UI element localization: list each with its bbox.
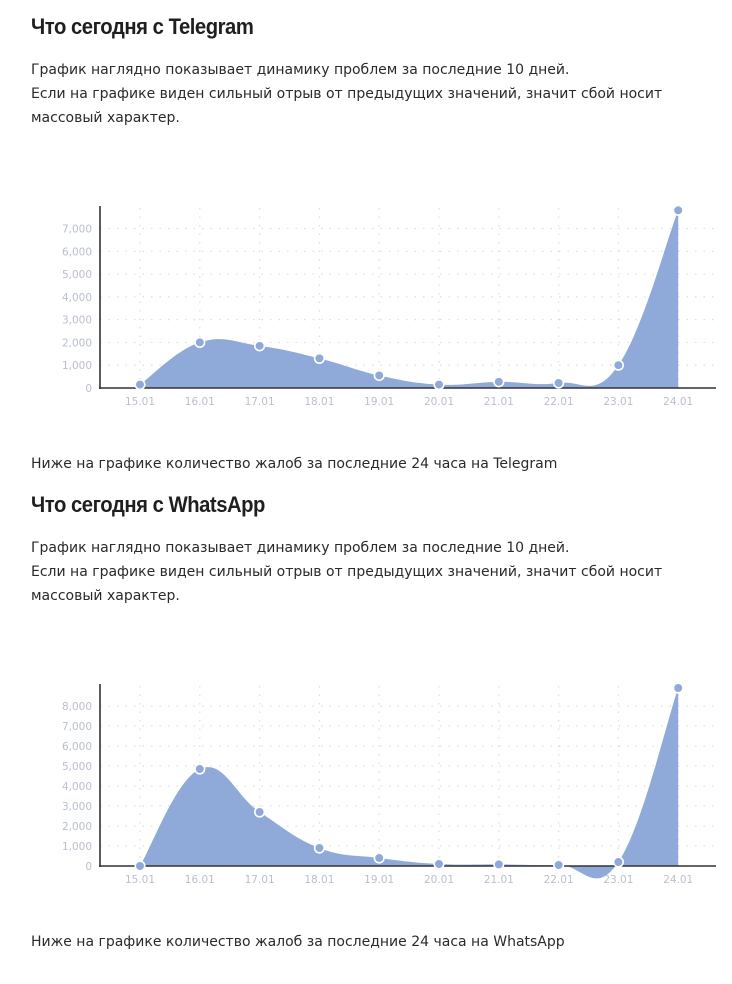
data-point[interactable] (552, 377, 565, 389)
data-point[interactable] (134, 860, 146, 872)
data-point[interactable] (493, 376, 505, 388)
section-description: График наглядно показывает динамику проб… (31, 58, 711, 130)
x-tick-label: 20.01 (424, 874, 454, 886)
description-line-2: Если на графике виден сильный отрыв от п… (31, 564, 663, 604)
section-description: График наглядно показывает динамику проб… (31, 536, 711, 608)
y-tick-label: 5,000 (62, 269, 92, 281)
y-tick-label: 3,000 (62, 801, 92, 813)
data-point[interactable] (373, 369, 385, 382)
whatsapp-chart: 0 1,000 2,000 3,000 4,000 5,000 6,000 7,000 8,00… (62, 682, 716, 886)
description-line-1: График наглядно показывает динамику проб… (31, 540, 570, 556)
x-tick-label: 17.01 (245, 874, 275, 886)
data-point[interactable] (672, 682, 684, 694)
x-tick-label: 15.01 (125, 396, 155, 408)
data-point[interactable] (433, 378, 445, 391)
x-tick-label: 20.01 (424, 396, 454, 408)
y-tick-label: 3,000 (62, 315, 92, 327)
y-tick-label: 4,000 (62, 292, 92, 304)
data-point[interactable] (134, 378, 146, 391)
x-tick-label: 24.01 (663, 874, 693, 886)
y-tick-label: 6,000 (62, 741, 92, 753)
data-point[interactable] (612, 856, 625, 868)
data-point[interactable] (194, 763, 206, 775)
x-tick-label: 23.01 (603, 874, 633, 886)
x-tick-label: 22.01 (544, 874, 574, 886)
series-area (140, 210, 679, 388)
x-tick-label: 18.01 (304, 874, 334, 886)
y-tick-label: 1,000 (62, 841, 92, 853)
section-note: Ниже на графике количество жалоб за посл… (31, 456, 558, 472)
data-point[interactable] (493, 858, 505, 870)
y-tick-label: 8,000 (62, 701, 92, 713)
y-tick-label: 6,000 (62, 246, 92, 258)
y-tick-label: 0 (85, 383, 92, 395)
data-point[interactable] (313, 352, 326, 364)
y-tick-label: 2,000 (62, 821, 92, 833)
y-tick-label: 2,000 (62, 337, 92, 349)
data-point[interactable] (254, 806, 266, 818)
data-point[interactable] (552, 859, 565, 871)
data-point[interactable] (373, 852, 385, 864)
x-tick-label: 15.01 (125, 874, 155, 886)
data-point[interactable] (672, 204, 684, 216)
y-tick-label: 4,000 (62, 781, 92, 793)
data-point[interactable] (254, 340, 266, 352)
x-tick-label: 19.01 (364, 874, 394, 886)
section-title: Что сегодня с Telegram (31, 14, 254, 39)
y-tick-label: 0 (85, 861, 92, 873)
x-tick-label: 21.01 (484, 396, 514, 408)
data-point[interactable] (194, 336, 206, 349)
y-tick-label: 1,000 (62, 360, 92, 372)
data-point[interactable] (433, 858, 445, 870)
x-tick-label: 21.01 (484, 874, 514, 886)
data-point[interactable] (612, 359, 625, 371)
x-tick-label: 24.01 (663, 396, 693, 408)
telegram-chart: 0 1,000 2,000 3,000 4,000 5,000 6,000 7,000 15.0… (62, 204, 716, 408)
y-tick-label: 7,000 (62, 721, 92, 733)
x-tick-label: 23.01 (603, 396, 633, 408)
x-tick-label: 19.01 (364, 396, 394, 408)
description-line-1: График наглядно показывает динамику проб… (31, 62, 570, 78)
section-note: Ниже на графике количество жалоб за посл… (31, 934, 565, 950)
y-tick-label: 5,000 (62, 761, 92, 773)
y-tick-label: 7,000 (62, 224, 92, 236)
x-tick-label: 18.01 (304, 396, 334, 408)
section-title: Что сегодня с WhatsApp (31, 492, 265, 517)
x-tick-label: 16.01 (185, 396, 215, 408)
x-tick-label: 22.01 (544, 396, 574, 408)
data-point[interactable] (313, 842, 326, 854)
x-tick-label: 16.01 (185, 874, 215, 886)
description-line-2: Если на графике виден сильный отрыв от п… (31, 86, 663, 126)
x-tick-label: 17.01 (245, 396, 275, 408)
series-area (140, 688, 679, 879)
